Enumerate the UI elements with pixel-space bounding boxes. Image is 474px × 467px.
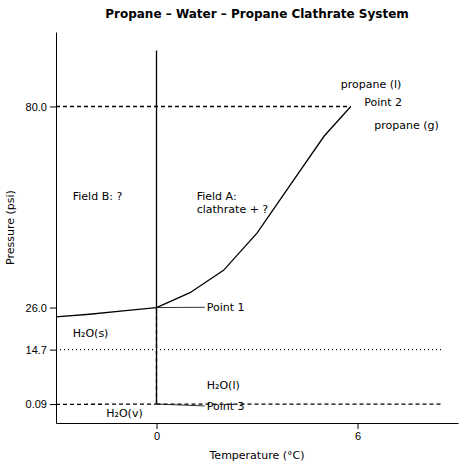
annotation-line: propane (l) xyxy=(341,78,402,91)
tick-label: 0 xyxy=(154,430,160,442)
annotations: Point 1 Point 2 Point 3 propane (l) propane … xyxy=(73,78,439,421)
tick: 80.0 xyxy=(26,100,56,112)
chart: 060.0914.726.080.0Point 1Point 2Point 3p… xyxy=(0,0,474,467)
x-axis-line xyxy=(57,423,459,424)
x-axis: 06 xyxy=(57,423,459,442)
tick-label: 14.7 xyxy=(26,344,47,356)
annotation-line: H₂O(l) xyxy=(207,379,240,392)
annotation: H₂O(s) xyxy=(73,327,109,340)
annotation: Field A:clathrate + ? xyxy=(197,190,269,216)
tick: 14.7 xyxy=(26,344,56,356)
curve xyxy=(156,308,157,404)
curve xyxy=(157,106,351,307)
annotation-line: Point 1 xyxy=(207,301,245,314)
annotation: Point 1 xyxy=(207,301,245,314)
annotation: H₂O(l) xyxy=(207,379,240,392)
tick: 26.0 xyxy=(26,302,56,314)
annotation-line: Point 2 xyxy=(364,96,402,109)
annotation-line: Field A: xyxy=(197,190,237,203)
annotation-line: H₂O(v) xyxy=(106,407,142,420)
tick: 0.09 xyxy=(26,398,56,410)
curve xyxy=(157,403,442,404)
annotation-line: Point 3 xyxy=(207,400,245,413)
x-axis-title: Temperature (°C) xyxy=(209,449,305,462)
annotation-line: propane (g) xyxy=(374,119,439,132)
plot: 060.0914.726.080.0Point 1Point 2Point 3p… xyxy=(26,33,459,442)
tick-label: 6 xyxy=(355,430,361,442)
tick-mark xyxy=(50,350,56,351)
annotation-line: H₂O(s) xyxy=(73,327,109,340)
tick: 0 xyxy=(154,423,160,442)
tick-label: 0.09 xyxy=(26,398,47,410)
curve xyxy=(56,349,441,350)
annotation-connector xyxy=(157,404,205,406)
tick: 6 xyxy=(355,423,361,442)
tick-mark xyxy=(358,423,359,429)
annotation: propane (g) xyxy=(374,119,439,132)
tick-label: 26.0 xyxy=(26,302,47,314)
annotation-connector xyxy=(157,307,205,308)
marks xyxy=(56,51,441,405)
tick-mark xyxy=(157,423,158,429)
annotation: Point 3 xyxy=(207,400,245,413)
tick-label: 80.0 xyxy=(26,100,47,112)
curve xyxy=(56,106,351,107)
annotation: Field B: ? xyxy=(73,190,123,203)
annotation: Point 2 xyxy=(364,96,402,109)
annotation-line: Field B: ? xyxy=(73,190,123,203)
annotation: H₂O(v) xyxy=(106,407,142,420)
tick-mark xyxy=(50,308,56,309)
curve xyxy=(56,403,157,405)
annotation: propane (l) xyxy=(341,78,402,91)
tick-mark xyxy=(50,106,56,107)
y-axis-title: Pressure (psi) xyxy=(4,190,17,265)
annotation-line: clathrate + ? xyxy=(197,203,269,216)
curve xyxy=(56,308,157,317)
tick-mark xyxy=(50,404,56,405)
title: Propane – Water – Propane Clathrate Syst… xyxy=(105,7,409,21)
y-axis: 0.09 14.7 26.0 80.0 xyxy=(26,33,57,424)
curve xyxy=(156,51,157,404)
y-axis-line xyxy=(56,33,57,424)
